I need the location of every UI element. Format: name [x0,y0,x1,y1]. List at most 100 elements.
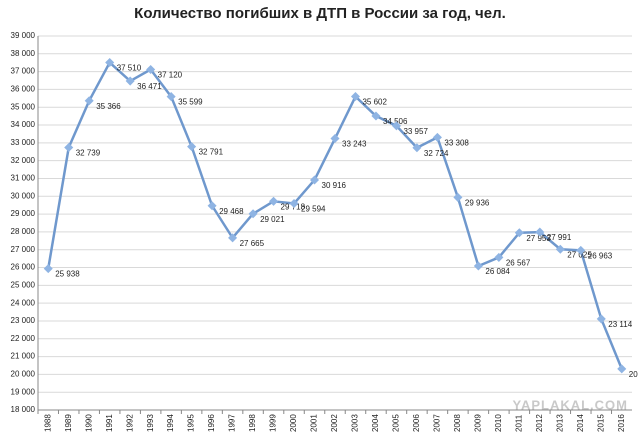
x-tick-label: 1989 [64,414,73,432]
data-label: 27 953 [526,234,551,243]
data-marker [494,252,504,262]
x-tick-label: 2009 [473,414,482,432]
data-marker [330,134,340,144]
data-marker [617,364,627,374]
data-label: 35 599 [178,98,203,107]
y-tick-label: 18 000 [11,405,36,414]
x-tick-label: 2004 [371,414,380,432]
x-tick-label: 1995 [187,414,196,432]
y-tick-label: 22 000 [11,334,36,343]
y-tick-label: 37 000 [11,67,36,76]
x-tick-label: 1997 [228,414,237,432]
data-marker [105,58,115,68]
y-tick-label: 30 000 [11,191,36,200]
data-marker [146,64,156,75]
y-tick-label: 35 000 [11,102,36,111]
x-tick-label: 2012 [535,414,544,432]
data-marker [125,76,135,86]
data-label: 37 120 [158,71,183,80]
x-tick-label: 1998 [248,414,257,432]
y-tick-label: 28 000 [11,227,36,236]
data-line [47,61,623,370]
data-marker [64,142,74,153]
x-tick-label: 2015 [596,414,605,432]
y-tick-label: 39 000 [11,31,36,40]
x-tick-label: 1994 [166,414,175,432]
data-marker [391,121,401,131]
y-tick-label: 29 000 [11,209,36,218]
data-label: 37 510 [117,64,142,73]
y-tick-label: 25 000 [11,280,36,289]
data-label: 27 665 [240,239,265,248]
y-tick-label: 19 000 [11,387,36,396]
data-marker [43,264,53,274]
data-label: 33 243 [342,140,367,149]
data-label: 33 957 [403,127,428,136]
y-tick-label: 26 000 [11,263,36,272]
data-label: 26 963 [588,251,613,260]
data-label: 32 791 [199,148,224,157]
data-label: 29 468 [219,207,244,216]
x-tick-label: 1993 [146,414,155,432]
x-tick-label: 2001 [310,414,319,432]
data-label: 29 021 [260,215,285,224]
data-label: 33 308 [444,138,469,147]
y-tick-label: 31 000 [11,174,36,183]
y-tick-label: 23 000 [11,316,36,325]
data-marker [453,192,463,202]
x-tick-label: 1999 [269,414,278,432]
x-tick-label: 2008 [453,414,462,432]
y-tick-label: 20 000 [11,369,36,378]
data-label: 36 471 [137,82,162,91]
x-tick-label: 2006 [412,414,421,432]
x-tick-label: 2010 [494,414,503,432]
y-tick-label: 34 000 [11,120,36,129]
data-marker [84,96,94,106]
x-tick-label: 1990 [84,414,93,432]
watermark: YAPLAKAL.COM [512,397,628,412]
data-label: 26 567 [506,259,531,268]
y-tick-label: 32 000 [11,156,36,165]
data-label: 34 506 [383,117,408,126]
x-tick-label: 2003 [351,414,360,432]
data-label: 32 739 [76,149,101,158]
data-marker [248,209,258,219]
x-tick-label: 1992 [125,414,134,432]
x-tick-label: 2000 [289,414,298,432]
data-marker [350,91,361,102]
data-label: 27 991 [547,233,572,242]
y-tick-label: 38 000 [11,49,36,58]
y-tick-label: 36 000 [11,85,36,94]
chart-title: Количество погибших в ДТП в России за го… [134,5,506,22]
data-marker [412,143,422,153]
x-tick-label: 1996 [207,414,216,432]
data-label: 29 594 [301,205,326,214]
x-tick-label: 2014 [576,414,585,432]
data-label: 26 084 [485,267,510,276]
data-label: 25 938 [55,270,80,279]
y-tick-label: 33 000 [11,138,36,147]
x-tick-label: 2011 [514,414,523,432]
data-marker [596,314,606,324]
x-tick-label: 2007 [433,414,442,432]
x-tick-label: 2002 [330,414,339,432]
x-tick-label: 2005 [392,414,401,432]
data-label: 35 366 [96,102,121,111]
x-tick-label: 1988 [43,414,52,432]
x-tick-label: 2013 [555,414,564,432]
x-tick-label: 2016 [617,414,626,432]
data-marker [473,261,483,271]
data-marker [187,142,197,152]
y-tick-label: 24 000 [11,298,36,307]
y-tick-label: 27 000 [11,245,36,254]
data-label: 32 724 [424,149,449,158]
y-tick-label: 21 000 [11,352,36,361]
x-tick-label: 1991 [105,414,114,432]
data-label: 29 936 [465,199,490,208]
data-label: 20 308 [629,370,640,379]
data-label: 23 114 [608,320,632,329]
data-label: 35 602 [362,98,387,107]
data-marker [166,92,176,102]
